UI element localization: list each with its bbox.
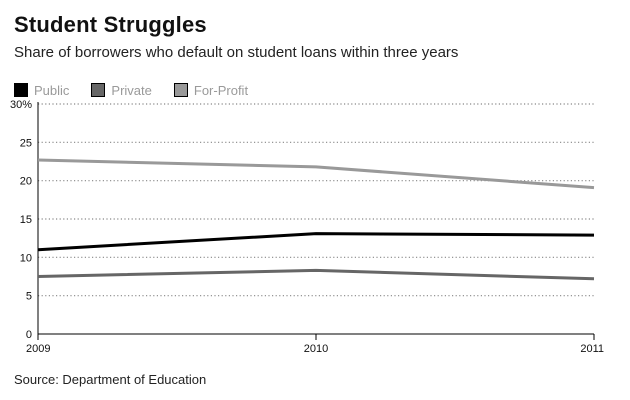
source-note: Source: Department of Education (14, 372, 207, 387)
y-tick-label: 25 (20, 137, 32, 149)
series-lines (37, 158, 595, 281)
y-tick-label: 15 (20, 214, 32, 226)
legend-swatch-for-profit (173, 83, 188, 97)
y-tick-label: 0 (26, 329, 32, 341)
series-line-for-profit (37, 158, 595, 190)
x-tick-label: 2010 (304, 343, 328, 355)
legend: Public Private For-Profit (14, 82, 270, 98)
chart-subtitle: Share of borrowers who default on studen… (14, 44, 459, 61)
axes (37, 102, 595, 340)
y-tick-label: 10 (20, 252, 32, 264)
y-tick-labels: 0 5 10 15 20 25 30% (10, 99, 32, 341)
series-line-public (37, 232, 595, 252)
legend-label-for-profit: For-Profit (193, 82, 249, 98)
legend-label-private: Private (111, 82, 152, 98)
x-tick-labels: 2009 2010 2011 (26, 343, 604, 355)
legend-swatch-public (14, 83, 28, 97)
chart-title: Student Struggles (14, 12, 207, 37)
y-tick-label: 5 (26, 291, 32, 303)
y-tick-label: 30% (10, 99, 32, 111)
legend-label-public: Public (34, 82, 70, 98)
legend-item-private: Private (91, 82, 152, 98)
legend-item-public: Public (14, 83, 69, 98)
x-tick-label: 2009 (26, 343, 50, 355)
legend-swatch-private (91, 83, 106, 97)
x-tick-label: 2011 (580, 343, 604, 355)
legend-item-for-profit: For-Profit (173, 82, 249, 98)
series-line-private (37, 268, 595, 281)
gridlines (38, 103, 594, 297)
y-tick-label: 20 (20, 176, 32, 188)
